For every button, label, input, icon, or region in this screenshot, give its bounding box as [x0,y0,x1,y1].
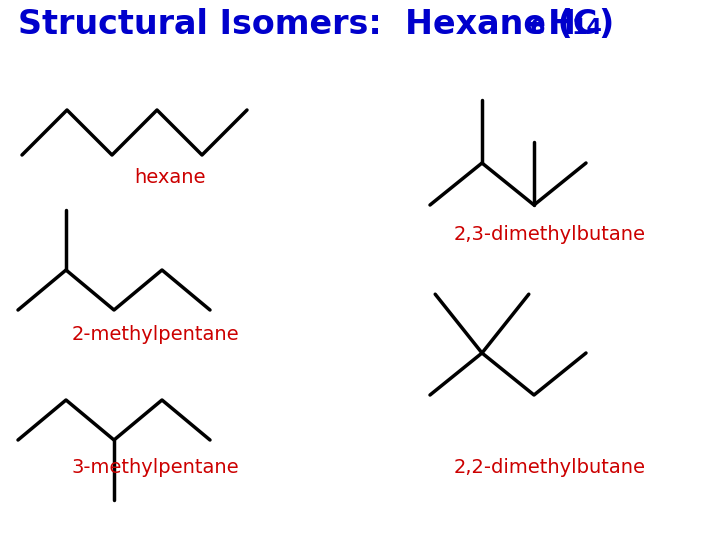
Text: hexane: hexane [134,168,206,187]
Text: Structural Isomers:  Hexane (C: Structural Isomers: Hexane (C [18,8,598,41]
Text: 2,2-dimethylbutane: 2,2-dimethylbutane [454,458,646,477]
Text: ): ) [598,8,613,41]
Text: 3-methylpentane: 3-methylpentane [71,458,239,477]
Text: 2-methylpentane: 2-methylpentane [71,325,239,344]
Text: 6: 6 [530,18,546,38]
Text: H: H [548,8,576,41]
Text: 14: 14 [572,18,603,38]
Text: 2,3-dimethylbutane: 2,3-dimethylbutane [454,225,646,244]
